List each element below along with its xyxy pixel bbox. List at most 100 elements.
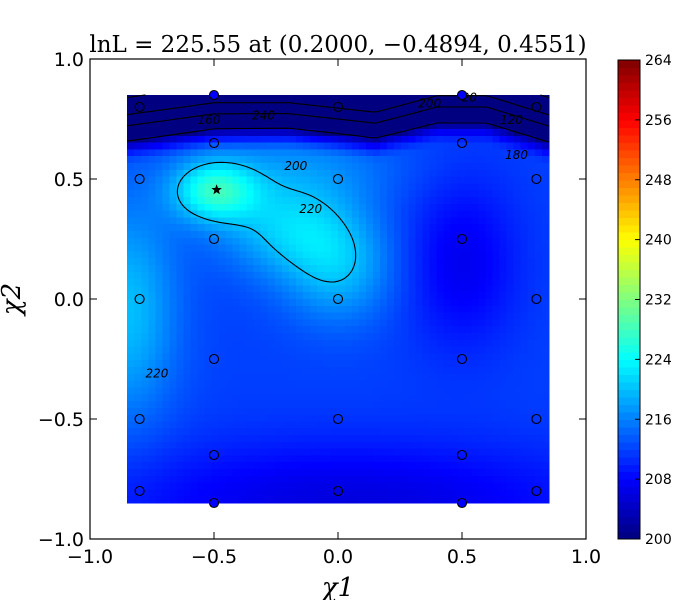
heatmap-cell: [330, 156, 339, 164]
heatmap-cell: [169, 231, 177, 239]
heatmap-cell: [204, 435, 213, 443]
heatmap-cell: [352, 441, 360, 450]
heatmap-cell: [478, 292, 487, 300]
heatmap-cell: [295, 469, 304, 477]
heatmap-cell: [485, 394, 494, 402]
heatmap-cell: [485, 224, 494, 232]
heatmap-cell: [352, 122, 360, 130]
heatmap-cell: [323, 292, 332, 300]
heatmap-cell: [436, 428, 444, 436]
heatmap-cell: [457, 122, 466, 130]
heatmap-cell: [253, 428, 262, 436]
heatmap-cell: [155, 319, 163, 327]
heatmap-cell: [260, 95, 269, 103]
heatmap-cell: [464, 455, 473, 463]
colorbar-segment: [618, 172, 640, 181]
heatmap-cell: [197, 401, 206, 409]
heatmap-cell: [499, 292, 508, 300]
heatmap-cell: [239, 122, 248, 130]
heatmap-cell: [415, 95, 423, 103]
heatmap-cell: [281, 244, 290, 252]
heatmap-cell: [267, 333, 276, 341]
heatmap-cell: [380, 251, 388, 259]
heatmap-cell: [471, 339, 480, 348]
heatmap-cell: [295, 319, 304, 327]
heatmap-cell: [141, 163, 149, 171]
heatmap-cell: [295, 156, 304, 164]
heatmap-cell: [155, 407, 163, 416]
heatmap-cell: [288, 285, 297, 293]
heatmap-cell: [394, 353, 402, 361]
heatmap-cell: [204, 448, 213, 456]
heatmap-cell: [155, 387, 163, 395]
heatmap-cell: [246, 142, 255, 150]
heatmap-cell: [436, 401, 444, 409]
heatmap-cell: [450, 115, 459, 123]
heatmap-cell: [330, 258, 339, 266]
heatmap-cell: [506, 95, 515, 103]
heatmap-cell: [492, 380, 501, 388]
colorbar-segment: [618, 336, 640, 345]
heatmap-cell: [169, 407, 177, 416]
colorbar-segment: [618, 501, 640, 510]
heatmap-cell: [183, 203, 192, 212]
heatmap-cell: [338, 387, 346, 395]
heatmap-cell: [450, 469, 459, 477]
colorbar-segment: [618, 434, 640, 443]
heatmap-cell: [316, 135, 325, 144]
heatmap-cell: [492, 258, 501, 266]
heatmap-cell: [373, 244, 381, 252]
heatmap-cell: [232, 197, 241, 205]
heatmap-cell: [323, 244, 332, 252]
heatmap-cell: [499, 428, 508, 436]
heatmap-cell: [176, 224, 185, 232]
heatmap-cell: [541, 265, 550, 273]
heatmap-cell: [429, 469, 437, 477]
heatmap-cell: [527, 462, 536, 470]
heatmap-cell: [478, 455, 487, 463]
colorbar-segment: [618, 516, 640, 525]
heatmap-cell: [436, 469, 444, 477]
heatmap-cell: [183, 319, 192, 327]
heatmap-cell: [127, 469, 135, 477]
heatmap-cell: [401, 251, 409, 259]
heatmap-cell: [211, 265, 220, 273]
heatmap-cell: [436, 387, 444, 395]
heatmap-cell: [330, 435, 339, 443]
heatmap-cell: [267, 401, 276, 409]
heatmap-cell: [218, 428, 227, 436]
heatmap-cell: [323, 156, 332, 164]
heatmap-cell: [274, 237, 283, 246]
heatmap-cell: [478, 367, 487, 375]
heatmap-cell: [274, 292, 283, 300]
heatmap-cell: [352, 326, 360, 334]
heatmap-cell: [225, 197, 234, 205]
heatmap-cell: [478, 380, 487, 388]
heatmap-cell: [422, 163, 430, 171]
heatmap-cell: [330, 305, 339, 314]
heatmap-cell: [253, 244, 262, 252]
heatmap-cell: [288, 407, 297, 416]
heatmap-cell: [359, 435, 367, 443]
heatmap-cell: [352, 115, 360, 123]
heatmap-cell: [204, 414, 213, 422]
heatmap-cell: [169, 149, 177, 157]
heatmap-cell: [394, 339, 402, 348]
heatmap-cell: [127, 407, 135, 416]
heatmap-cell: [457, 373, 466, 382]
heatmap-cell: [443, 122, 452, 130]
heatmap-cell: [232, 271, 241, 280]
heatmap-cell: [148, 115, 156, 123]
heatmap-cell: [176, 299, 185, 307]
heatmap-cell: [218, 292, 227, 300]
heatmap-cell: [155, 244, 163, 252]
heatmap-cell: [366, 448, 374, 456]
heatmap-cell: [267, 156, 276, 164]
heatmap-cell: [330, 108, 339, 116]
heatmap-cell: [148, 448, 156, 456]
heatmap-cell: [211, 176, 220, 184]
heatmap-cell: [401, 305, 409, 314]
heatmap-cell: [316, 312, 325, 320]
heatmap-cell: [366, 224, 374, 232]
heatmap-cell: [513, 265, 522, 273]
